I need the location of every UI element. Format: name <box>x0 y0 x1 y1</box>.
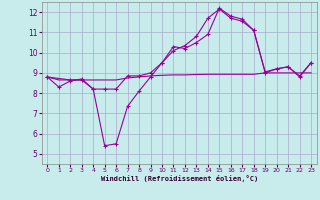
X-axis label: Windchill (Refroidissement éolien,°C): Windchill (Refroidissement éolien,°C) <box>100 175 258 182</box>
